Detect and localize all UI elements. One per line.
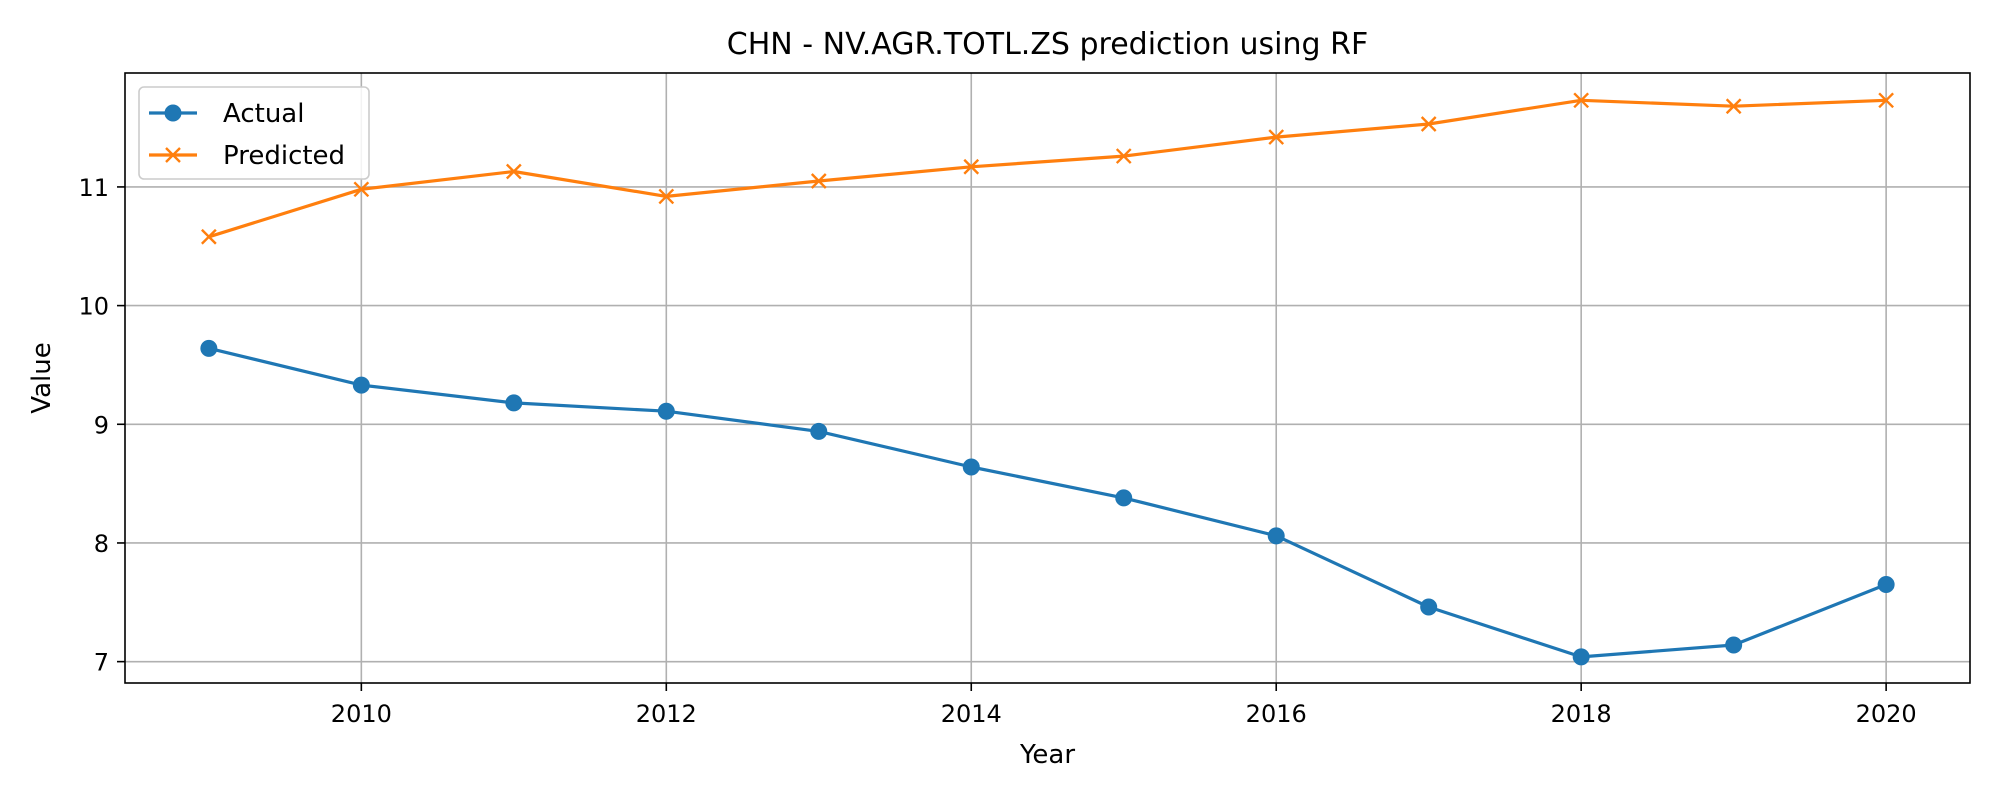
legend-item-predicted: Predicted	[149, 141, 345, 171]
chart-title: CHN - NV.AGR.TOTL.ZS prediction using RF	[727, 27, 1368, 62]
actual-point	[810, 422, 828, 440]
actual-point	[1572, 648, 1590, 666]
x-tick-label: 2016	[1246, 700, 1307, 728]
predicted-point	[810, 173, 827, 189]
series-group	[200, 92, 1895, 666]
actual-point	[1725, 636, 1743, 654]
legend-label-actual: Actual	[223, 99, 304, 129]
predicted-point	[353, 181, 370, 198]
actual-point	[1267, 527, 1285, 545]
predicted-point	[1725, 98, 1742, 115]
y-tick-label: 8	[94, 530, 109, 558]
predicted-point	[1573, 92, 1590, 109]
legend-actual-point	[164, 104, 182, 122]
predicted-point	[658, 188, 675, 205]
grid-lines	[125, 73, 1970, 683]
predicted-point	[201, 228, 217, 245]
predicted-point	[1268, 129, 1285, 145]
actual-point	[1877, 575, 1895, 593]
x-tick-label: 2014	[941, 700, 1002, 728]
predicted-point	[1115, 148, 1132, 164]
predicted-point	[1420, 116, 1437, 132]
actual-point	[200, 339, 218, 357]
x-tick-label: 2018	[1551, 700, 1612, 728]
predicted-point	[1878, 92, 1894, 109]
actual-point	[1420, 598, 1438, 616]
axis-ticks: 2010 2012 2014 2016 2018 2020 7 8 9 10 11	[78, 174, 1916, 728]
actual-point	[352, 376, 370, 394]
actual-point	[962, 458, 980, 476]
predicted-point	[505, 163, 522, 180]
actual-line	[208, 346, 1887, 659]
y-tick-label: 10	[78, 293, 109, 321]
actual-series	[200, 339, 1895, 666]
legend: Actual Predicted	[138, 86, 370, 180]
legend-predicted-point	[165, 147, 181, 163]
predicted-series	[201, 92, 1894, 245]
y-tick-label: 11	[78, 174, 109, 202]
plot-frame	[124, 72, 1971, 684]
y-axis-label: Value	[27, 342, 57, 413]
y-tick-label: 7	[94, 649, 109, 677]
x-axis-label: Year	[1019, 740, 1075, 770]
y-tick-label: 9	[94, 411, 109, 439]
actual-point	[505, 394, 523, 412]
actual-point	[657, 402, 675, 420]
x-tick-label: 2012	[636, 700, 697, 728]
actual-point	[1115, 489, 1133, 507]
legend-item-actual: Actual	[149, 99, 304, 129]
x-tick-label: 2010	[331, 700, 392, 728]
predicted-line	[208, 98, 1887, 239]
predicted-point	[963, 158, 980, 175]
x-tick-label: 2020	[1856, 700, 1917, 728]
legend-label-predicted: Predicted	[223, 141, 345, 171]
